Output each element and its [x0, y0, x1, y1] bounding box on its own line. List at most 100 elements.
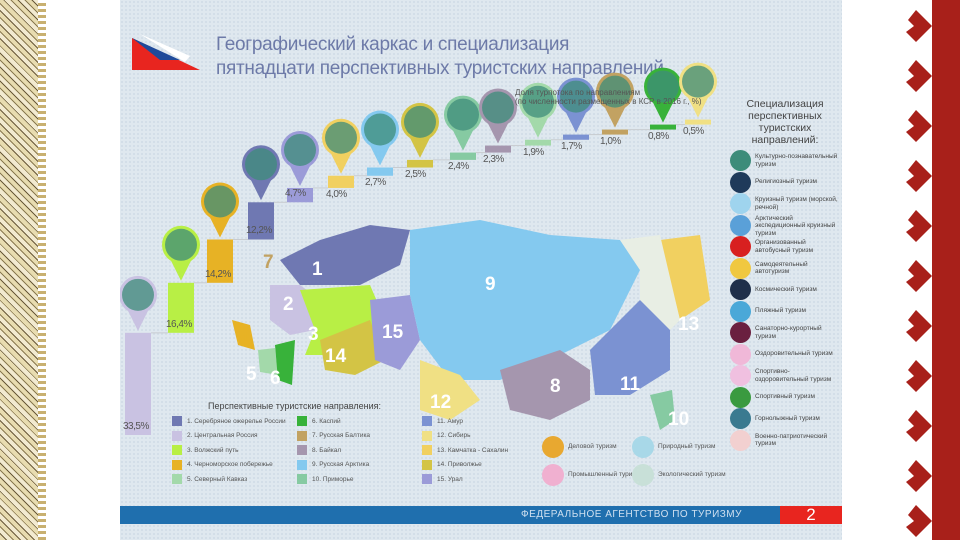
specialization-item: Арктический экспедиционный круизный тури…	[730, 215, 842, 238]
bar-7	[367, 167, 393, 176]
specialization-label: Спортивно-оздоровительный туризм	[755, 368, 832, 383]
map-label-3: 3	[308, 324, 319, 345]
left-ornament-border	[0, 0, 46, 540]
specialization-label: Горнолыжный туризм	[755, 414, 820, 422]
specialization-label: Организованный автобусный туризм	[755, 239, 814, 254]
bar-9	[450, 152, 476, 160]
extra-type-label: Промышленный туризм	[568, 471, 640, 479]
direction-swatch	[422, 459, 432, 470]
slide: Географический каркас и специализация пя…	[120, 0, 842, 540]
specialization-item: Военно-патриотический туризм	[730, 429, 842, 451]
tourism-type-icon	[730, 322, 751, 343]
region-9	[410, 220, 640, 380]
pin-icon-2	[162, 225, 200, 281]
map-label-14: 14	[325, 346, 347, 367]
page-title: Географический каркас и специализация пя…	[216, 33, 664, 81]
direction-swatch	[297, 459, 307, 470]
tourism-type-icon	[730, 343, 751, 365]
tourism-type-icon	[632, 436, 654, 458]
pin-icon-6	[322, 118, 360, 174]
pin-icon-10	[479, 88, 517, 144]
map-label-12: 12	[430, 392, 451, 413]
direction-item: 6. Каспий	[297, 416, 341, 426]
specialization-item: Спортивный туризм	[730, 386, 842, 408]
direction-label: 9. Русская Арктика	[312, 461, 370, 468]
direction-item: 13. Камчатка - Сахалин	[422, 445, 508, 455]
direction-label: 14. Приволжье	[437, 461, 482, 468]
bar-11	[525, 139, 551, 146]
direction-label: 3. Волжский путь	[187, 446, 239, 454]
map-label-10: 10	[668, 409, 689, 430]
map-label-8: 8	[550, 376, 561, 397]
tourism-type-icon	[632, 464, 654, 486]
direction-swatch	[297, 474, 307, 484]
specialization-item: Круизный туризм (морской, речной)	[730, 193, 842, 214]
direction-swatch	[172, 416, 182, 426]
direction-item: 1. Серебряное ожерелье России	[172, 416, 286, 426]
specialization-label: Оздоровительный туризм	[755, 350, 833, 358]
region-14	[320, 320, 385, 375]
map-label-2: 2	[283, 294, 294, 315]
pin-icon-5	[281, 130, 319, 186]
pin-icon-4	[242, 145, 280, 201]
direction-swatch	[172, 430, 182, 441]
tourism-type-icon	[730, 257, 751, 279]
direction-item: 12. Сибирь	[422, 430, 471, 441]
pin-icon-1	[120, 275, 157, 331]
bar-12	[563, 134, 589, 140]
tourism-type-icon	[730, 386, 751, 408]
bar-2	[168, 282, 194, 333]
specialization-item: Организованный автобусный туризм	[730, 236, 842, 257]
pin-icon-12	[557, 77, 595, 133]
pin-icon-8	[401, 102, 439, 158]
bar-8	[407, 159, 433, 168]
specialization-item: Спортивно-оздоровительный туризм	[730, 365, 842, 386]
extra-type-item: Деловой туризм	[542, 436, 642, 458]
specialization-item: Горнолыжный туризм	[730, 408, 842, 429]
bar-value-label: 16,4%	[166, 318, 192, 330]
tourism-type-icon	[730, 215, 751, 237]
direction-item: 10. Приморье	[297, 474, 353, 484]
extra-type-item: Экологический туризм	[632, 464, 732, 486]
direction-swatch	[297, 416, 307, 426]
directions-legend-title: Перспективные туристские направления:	[208, 401, 381, 411]
map-label-4: 4	[238, 329, 249, 350]
region-other	[620, 235, 680, 330]
bar-value-label: 2,4%	[448, 160, 469, 172]
specialization-label: Спортивный туризм	[755, 393, 815, 401]
bar-value-label: 2,3%	[483, 153, 504, 165]
direction-swatch	[422, 445, 432, 455]
extra-type-label: Природный туризм	[658, 443, 716, 451]
region-6	[275, 340, 295, 385]
bar-value-label: 2,7%	[365, 176, 386, 188]
specialization-item: Культурно-познавательный туризм	[730, 150, 842, 171]
bar-1	[125, 332, 151, 435]
direction-swatch	[297, 430, 307, 441]
direction-item: 11. Амур	[422, 416, 463, 426]
rosturizm-logo	[132, 34, 200, 70]
pin-icon-11	[519, 82, 557, 138]
pin-icon-15	[679, 62, 717, 118]
extra-type-item: Природный туризм	[632, 436, 732, 458]
page-number: 2	[780, 506, 842, 524]
direction-swatch	[172, 445, 182, 455]
specialization-label: Санаторно-курортный туризм	[755, 325, 822, 340]
pin-icon-9	[444, 95, 482, 151]
chart-subtitle: (по численности размещенных в КСР в 2016…	[515, 97, 702, 106]
specialization-item: Религиозный туризм	[730, 171, 842, 193]
tourism-type-icon	[730, 429, 751, 451]
extra-type-item: Промышленный туризм	[542, 464, 642, 486]
map-label-13: 13	[678, 314, 699, 335]
region-13	[660, 235, 710, 320]
bar-value-label: 1,0%	[600, 135, 621, 147]
pin-icon-7	[361, 110, 399, 166]
direction-label: 1. Серебряное ожерелье России	[187, 417, 286, 425]
direction-label: 7. Русская Балтика	[312, 432, 371, 439]
bar-value-label: 33,5%	[123, 421, 149, 432]
direction-label: 10. Приморье	[312, 475, 354, 483]
direction-item: 5. Северный Кавказ	[172, 474, 247, 484]
direction-label: 12. Сибирь	[437, 432, 471, 439]
specialization-title: Специализация перспективных туристских н…	[746, 98, 824, 146]
tourist-flow-chart	[120, 62, 717, 435]
